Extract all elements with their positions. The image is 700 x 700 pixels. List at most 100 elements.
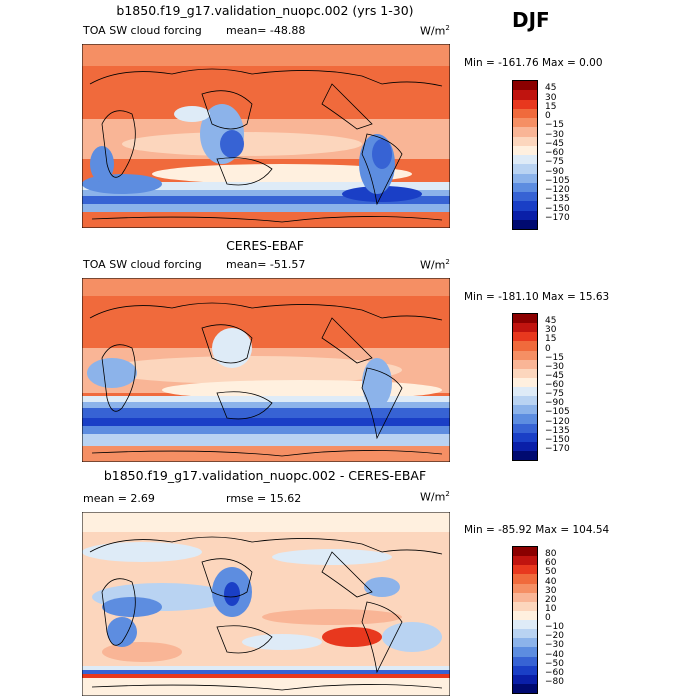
colorbar-swatch bbox=[513, 118, 537, 128]
colorbar-tick-label: 45 bbox=[545, 316, 557, 327]
colorbar-tick-label: −60 bbox=[545, 380, 564, 390]
colorbar-swatch bbox=[513, 341, 537, 351]
colorbar-swatch bbox=[513, 396, 537, 406]
colorbar-tick-label: −30 bbox=[545, 640, 564, 651]
colorbar-swatch bbox=[513, 210, 537, 220]
map-obs bbox=[82, 278, 450, 462]
colorbar-tick-label: −30 bbox=[545, 129, 564, 140]
colorbar-tick-label: −105 bbox=[545, 407, 570, 418]
colorbar-swatch bbox=[513, 201, 537, 211]
colorbar-tick-label: −10 bbox=[545, 622, 564, 633]
colorbar-tick-label: −90 bbox=[545, 166, 564, 177]
colorbar-tick-label: −120 bbox=[545, 416, 570, 427]
colorbar-swatch bbox=[513, 108, 537, 118]
colorbar-tick-label: −45 bbox=[545, 138, 564, 149]
panel-title-obs: CERES-EBAF bbox=[226, 238, 304, 253]
colorbar-swatch bbox=[513, 387, 537, 397]
colorbar-swatch bbox=[513, 90, 537, 100]
colorbar-swatch bbox=[513, 683, 537, 693]
colorbar-swatch bbox=[513, 182, 537, 192]
mean-label-obs: mean= -51.57 bbox=[226, 258, 306, 271]
mean-label-model: mean= -48.88 bbox=[226, 24, 306, 37]
colorbar-tick-label: 0 bbox=[545, 613, 551, 623]
colorbar-tick-label: −135 bbox=[545, 194, 570, 205]
colorbar-tick-label: 45 bbox=[545, 83, 557, 94]
colorbar-tick-label: −15 bbox=[545, 352, 564, 363]
colorbar-swatch bbox=[513, 450, 537, 460]
colorbar-tick-label: −40 bbox=[545, 649, 564, 660]
colorbar-obs bbox=[512, 313, 538, 461]
colorbar-swatch bbox=[513, 601, 537, 611]
units-label-obs: W/m2 bbox=[420, 258, 450, 272]
colorbar-swatch bbox=[513, 674, 537, 684]
season-label: DJF bbox=[512, 8, 550, 32]
variable-label-model: TOA SW cloud forcing bbox=[83, 24, 202, 37]
colorbar-swatch bbox=[513, 414, 537, 424]
mean-label-diff: mean = 2.69 bbox=[83, 492, 155, 505]
panel-title-diff: b1850.f19_g17.validation_nuopc.002 - CER… bbox=[103, 468, 427, 483]
minmax-label-diff: Min = -85.92 Max = 104.54 bbox=[464, 524, 610, 536]
colorbar-swatch bbox=[513, 638, 537, 648]
colorbar-swatch bbox=[513, 423, 537, 433]
colorbar-tick-label: −90 bbox=[545, 398, 564, 409]
colorbar-swatch bbox=[513, 665, 537, 675]
colorbar-tick-label: 60 bbox=[545, 558, 557, 569]
colorbar-tick-label: −75 bbox=[545, 389, 564, 400]
colorbar-swatch bbox=[513, 314, 537, 324]
colorbar-swatch bbox=[513, 441, 537, 451]
minmax-label-model: Min = -161.76 Max = 0.00 bbox=[464, 57, 603, 69]
colorbar-swatch bbox=[513, 432, 537, 442]
colorbar-swatch bbox=[513, 368, 537, 378]
colorbar-tick-label: −15 bbox=[545, 120, 564, 131]
colorbar-tick-label: 30 bbox=[545, 585, 557, 596]
colorbar-swatch bbox=[513, 99, 537, 109]
colorbar-swatch bbox=[513, 592, 537, 602]
variable-label-obs: TOA SW cloud forcing bbox=[83, 258, 202, 271]
colorbar-swatch bbox=[513, 136, 537, 146]
minmax-label-obs: Min = -181.10 Max = 15.63 bbox=[464, 291, 610, 303]
colorbar-swatch bbox=[513, 556, 537, 566]
colorbar-swatch bbox=[513, 164, 537, 174]
colorbar-swatch bbox=[513, 583, 537, 593]
colorbar-tick-label: −60 bbox=[545, 667, 564, 678]
colorbar-tick-label: −150 bbox=[545, 434, 570, 445]
units-label-model: W/m2 bbox=[420, 24, 450, 38]
map-diff bbox=[82, 512, 450, 696]
colorbar-tick-label: −135 bbox=[545, 425, 570, 436]
colorbar-swatch bbox=[513, 565, 537, 575]
panel-title-model: b1850.f19_g17.validation_nuopc.002 (yrs … bbox=[116, 3, 414, 18]
colorbar-swatch bbox=[513, 359, 537, 369]
colorbar-model bbox=[512, 80, 538, 230]
colorbar-tick-label: 0 bbox=[545, 343, 551, 354]
colorbar-tick-label: 10 bbox=[545, 603, 557, 614]
colorbar-tick-label: 80 bbox=[545, 549, 557, 560]
colorbar-tick-label: 50 bbox=[545, 567, 557, 578]
colorbar-tick-label: 30 bbox=[545, 92, 557, 103]
colorbar-swatch bbox=[513, 547, 537, 557]
colorbar-tick-label: −120 bbox=[545, 185, 570, 195]
rmse-label-diff: rmse = 15.62 bbox=[226, 492, 302, 505]
colorbar-tick-label: 0 bbox=[545, 111, 551, 121]
colorbar-tick-label: −105 bbox=[545, 175, 570, 186]
colorbar-swatch bbox=[513, 127, 537, 137]
colorbar-tick-label: 30 bbox=[545, 325, 557, 336]
colorbar-swatch bbox=[513, 647, 537, 657]
colorbar-tick-label: 40 bbox=[545, 576, 557, 587]
colorbar-tick-label: −170 bbox=[545, 212, 570, 223]
colorbar-tick-label: 15 bbox=[545, 334, 557, 345]
colorbar-tick-label: −50 bbox=[545, 658, 564, 669]
colorbar-tick-label: −20 bbox=[545, 631, 564, 642]
colorbar-swatch bbox=[513, 192, 537, 202]
colorbar-tick-label: 20 bbox=[545, 594, 557, 605]
colorbar-swatch bbox=[513, 332, 537, 342]
colorbar-swatch bbox=[513, 173, 537, 183]
colorbar-tick-label: −170 bbox=[545, 443, 570, 454]
colorbar-tick-label: 15 bbox=[545, 101, 557, 112]
colorbar-swatch bbox=[513, 656, 537, 666]
colorbar-swatch bbox=[513, 405, 537, 415]
colorbar-tick-label: −80 bbox=[545, 676, 564, 687]
colorbar-swatch bbox=[513, 629, 537, 639]
colorbar-diff bbox=[512, 546, 538, 694]
colorbar-tick-label: −150 bbox=[545, 203, 570, 214]
colorbar-tick-label: −45 bbox=[545, 370, 564, 381]
